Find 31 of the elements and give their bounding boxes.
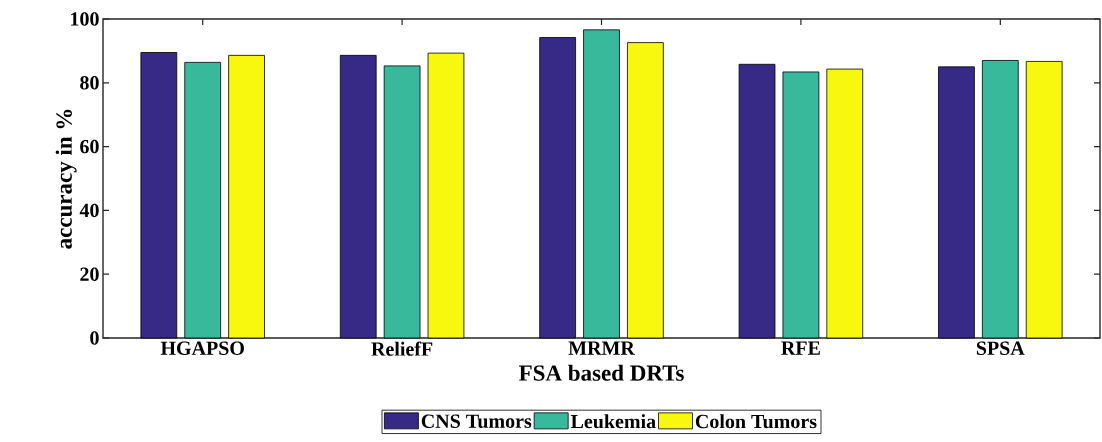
legend-label: Colon Tumors	[695, 414, 817, 429]
x-tick-label: RFE	[781, 341, 820, 355]
bar	[938, 66, 975, 339]
y-axis-title: accuracy in %	[55, 109, 77, 249]
y-tick-label: 100	[71, 12, 99, 26]
y-tick-label: 20	[80, 267, 99, 281]
legend-label: CNS Tumors	[421, 414, 532, 428]
bar	[184, 61, 222, 339]
y-tick-label: 40	[79, 203, 99, 218]
x-tick-label: ReliefF	[371, 341, 433, 356]
x-tick-label: MRMR	[568, 341, 635, 355]
y-tick-label: 60	[80, 139, 99, 154]
bar	[583, 29, 620, 339]
bar	[539, 37, 576, 339]
bar	[383, 65, 421, 339]
bar	[140, 52, 178, 339]
bar	[981, 60, 1019, 339]
legend-label: Leukemia	[570, 414, 656, 429]
bar	[228, 54, 265, 339]
bar	[1025, 61, 1063, 339]
y-tick-label: 80	[80, 76, 99, 90]
x-axis-title: FSA based DRTs	[519, 364, 684, 381]
bar	[427, 52, 465, 339]
y-tick-label: 0	[90, 331, 99, 345]
bar	[738, 63, 776, 339]
bar	[627, 42, 664, 339]
x-tick-label: HGAPSO	[160, 341, 244, 355]
bar	[339, 54, 377, 339]
bar	[826, 68, 864, 339]
bar	[782, 71, 820, 339]
x-tick-label: SPSA	[976, 341, 1025, 355]
